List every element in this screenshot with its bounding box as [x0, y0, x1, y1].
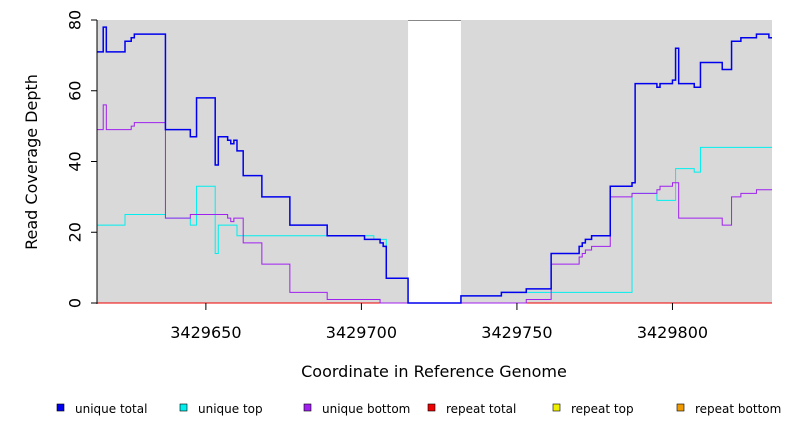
series-line-unique-bottom: [97, 104, 772, 304]
x-tick-label: 3429800: [637, 323, 708, 342]
y-tick-label: 80: [66, 10, 85, 30]
legend-label-repeat-total: repeat total: [446, 402, 516, 416]
legend-swatch-unique-total: [56, 403, 65, 412]
y-tick-label: 20: [66, 222, 85, 242]
x-axis-title: Coordinate in Reference Genome: [301, 362, 567, 381]
legend-label-unique-top: unique top: [198, 402, 263, 416]
series-layer: [97, 26, 772, 304]
x-tick-label: 3429750: [481, 323, 552, 342]
legend-swatch-repeat-top: [552, 403, 561, 412]
legend-label-repeat-bottom: repeat bottom: [695, 402, 781, 416]
plot-background: [97, 20, 772, 303]
axes: 0 20 40 60 80 3429650 3429700 3429750 3429800: [66, 10, 708, 342]
legend-label-unique-total: unique total: [75, 402, 147, 416]
legend-swatch-repeat-total: [427, 403, 436, 412]
series-line-unique-total: [97, 26, 772, 304]
legend-label-unique-bottom: unique bottom: [322, 402, 410, 416]
gap-region: [408, 20, 461, 303]
legend-label-repeat-top: repeat top: [571, 402, 634, 416]
legend-swatch-repeat-bottom: [676, 403, 685, 412]
x-tick-label: 3429700: [326, 323, 397, 342]
y-tick-label: 0: [66, 298, 85, 308]
y-tick-label: 40: [66, 151, 85, 171]
y-axis-title: Read Coverage Depth: [22, 74, 41, 250]
y-tick-label: 60: [66, 81, 85, 101]
x-tick-label: 3429650: [170, 323, 241, 342]
legend: unique total unique top unique bottom repea…: [56, 402, 781, 416]
legend-swatch-unique-top: [179, 403, 188, 412]
legend-swatch-unique-bottom: [303, 403, 312, 412]
